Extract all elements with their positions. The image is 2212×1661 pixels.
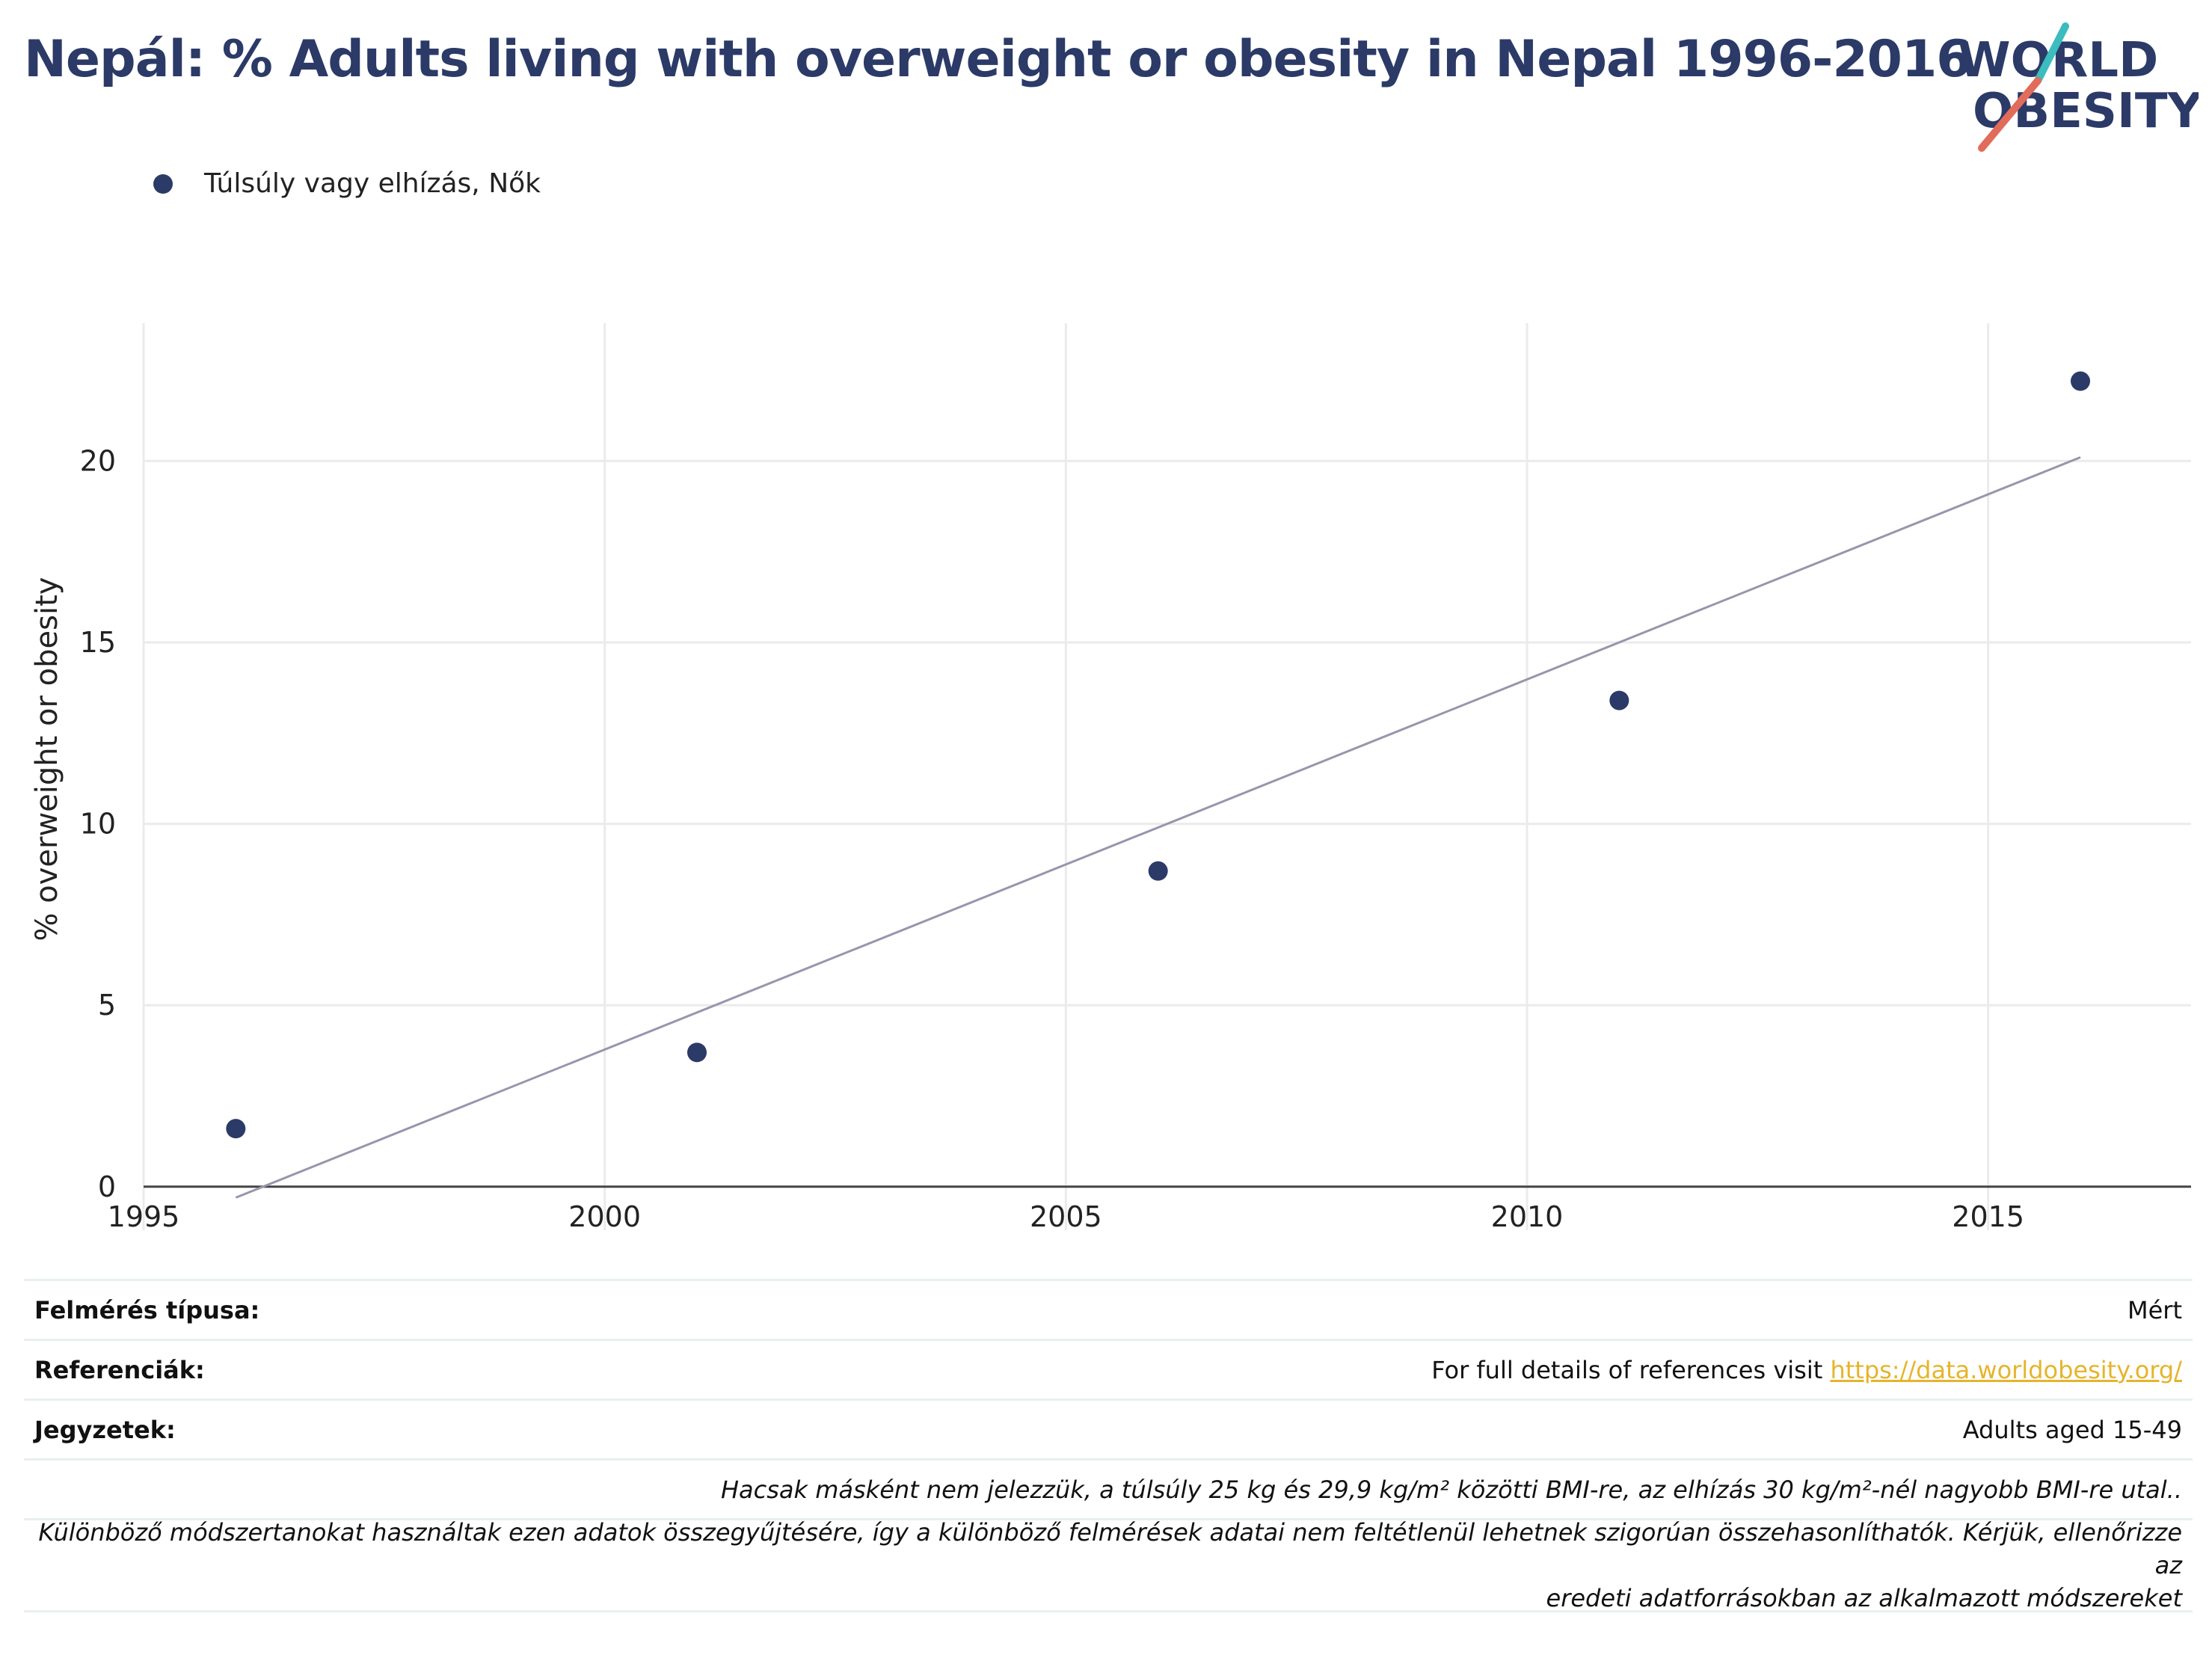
- point-layer: [226, 371, 2090, 1139]
- data-point: [1148, 861, 1168, 881]
- methods-note-line1: Különböző módszertanokat használtak ezen…: [38, 1518, 2182, 1579]
- axis-layer: 1995 2000 2005 2010 2015 0 5 10 15 20: [80, 444, 2191, 1233]
- data-point: [687, 1043, 707, 1063]
- bmi-note-row: Hacsak másként nem jelezzük, a túlsúly 2…: [24, 1458, 2193, 1518]
- info-table: Felmérés típusa: Mért Referenciák: For f…: [24, 1279, 2193, 1612]
- legend-marker: [153, 174, 173, 194]
- grid-layer: [142, 323, 2191, 1230]
- scatter-chart: 1995 2000 2005 2010 2015 0 5 10 15 20 % overweigh…: [30, 323, 2191, 1233]
- y-axis-title: % overweight or obesity: [30, 577, 64, 942]
- references-row: Referenciák: For full details of referen…: [24, 1339, 2193, 1399]
- y-tick-label: 5: [98, 989, 116, 1022]
- methods-note-row: Különböző módszertanokat használtak ezen…: [24, 1518, 2193, 1612]
- references-text: For full details of references visit: [1431, 1355, 1831, 1384]
- legend-label: Túlsúly vagy elhízás, Nők: [204, 168, 541, 199]
- x-tick-label: 2005: [1030, 1200, 1102, 1233]
- x-tick-label: 2015: [1952, 1200, 2024, 1233]
- chart-title: Nepál: % Adults living with overweight o…: [24, 30, 1972, 89]
- x-tick-label: 1995: [108, 1200, 180, 1233]
- methods-note-line2: eredeti adatforrásokban az alkalmazott m…: [1546, 1584, 2183, 1612]
- data-point: [1609, 690, 1629, 710]
- trend-line: [235, 456, 2081, 1199]
- trend-layer: [235, 456, 2081, 1199]
- methods-note: Különböző módszertanokat használtak ezen…: [34, 1516, 2182, 1615]
- survey-type-row: Felmérés típusa: Mért: [24, 1279, 2193, 1339]
- data-point: [226, 1119, 246, 1139]
- world-obesity-logo: WORLD OBESITY: [1958, 22, 2199, 152]
- data-point: [2071, 371, 2090, 391]
- y-tick-label: 0: [98, 1170, 116, 1203]
- x-tick-label: 2010: [1491, 1200, 1564, 1233]
- references-label: Referenciák:: [34, 1355, 205, 1384]
- y-tick-label: 10: [80, 808, 116, 841]
- notes-label: Jegyzetek:: [34, 1415, 176, 1444]
- references-value: For full details of references visit htt…: [1431, 1356, 2182, 1384]
- bmi-note: Hacsak másként nem jelezzük, a túlsúly 2…: [720, 1475, 2182, 1504]
- references-link[interactable]: https://data.worldobesity.org/: [1830, 1355, 2182, 1384]
- legend[interactable]: Túlsúly vagy elhízás, Nők: [153, 168, 541, 199]
- y-tick-label: 15: [80, 626, 116, 659]
- survey-type-value: Mért: [2127, 1295, 2182, 1324]
- notes-row: Jegyzetek: Adults aged 15-49: [24, 1399, 2193, 1458]
- notes-value: Adults aged 15-49: [1962, 1415, 2182, 1444]
- x-tick-label: 2000: [568, 1200, 641, 1233]
- survey-type-label: Felmérés típusa:: [34, 1295, 260, 1324]
- y-tick-label: 20: [80, 444, 116, 477]
